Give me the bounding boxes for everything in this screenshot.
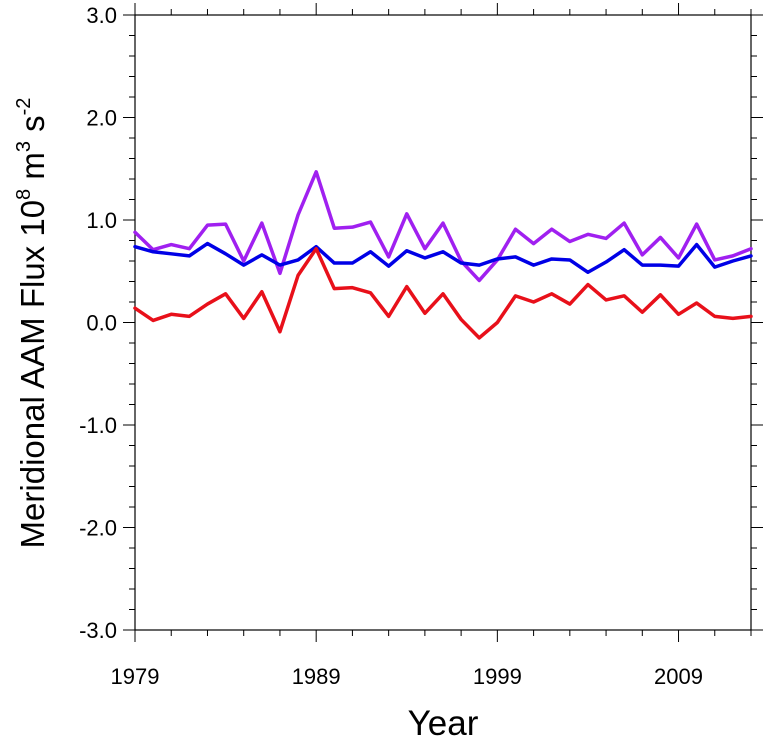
labels-layer: -3.0 -2.0 -1.0 0.0 1.0 2.0 3.0 1979 1989 1999 2009 bbox=[79, 3, 703, 689]
x-tick-label: 1979 bbox=[111, 664, 160, 689]
y-axis-label-exp-2: 3 bbox=[13, 141, 35, 152]
y-tick-label: 3.0 bbox=[86, 3, 117, 28]
y-tick-label: -2.0 bbox=[79, 516, 117, 541]
y-axis-label: Meridional AAM Flux 108 m3 s-2 bbox=[13, 98, 51, 549]
y-axis-label-mid: m bbox=[14, 152, 51, 189]
y-tick-label: 2.0 bbox=[86, 106, 117, 131]
y-tick-label: -1.0 bbox=[79, 413, 117, 438]
plot-area bbox=[134, 14, 752, 631]
series-layer bbox=[133, 170, 753, 340]
series-line-1 bbox=[133, 170, 753, 283]
y-tick-label: 0.0 bbox=[86, 311, 117, 336]
y-axis-label-exp-1: 8 bbox=[13, 189, 35, 200]
y-tick-label: -3.0 bbox=[79, 618, 117, 643]
series-line-3 bbox=[133, 246, 753, 340]
y-tick-label: 1.0 bbox=[86, 208, 117, 233]
y-axis-label-mid-2: s bbox=[14, 115, 51, 141]
x-axis-label: Year bbox=[408, 704, 479, 739]
x-tick-label: 1989 bbox=[292, 664, 341, 689]
x-tick-label: 2009 bbox=[654, 664, 703, 689]
series-line-2 bbox=[133, 241, 753, 275]
y-axis-label-main: Meridional AAM Flux 10 bbox=[14, 200, 51, 548]
y-axis-label-exp-3: -2 bbox=[13, 98, 35, 116]
plot-frame bbox=[134, 14, 752, 631]
ticks-layer bbox=[123, 3, 763, 642]
x-tick-label: 1999 bbox=[473, 664, 522, 689]
